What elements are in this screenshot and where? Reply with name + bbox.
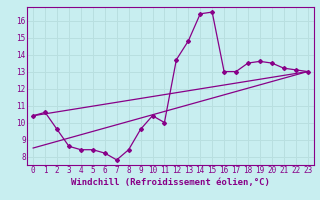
X-axis label: Windchill (Refroidissement éolien,°C): Windchill (Refroidissement éolien,°C) xyxy=(71,178,270,187)
